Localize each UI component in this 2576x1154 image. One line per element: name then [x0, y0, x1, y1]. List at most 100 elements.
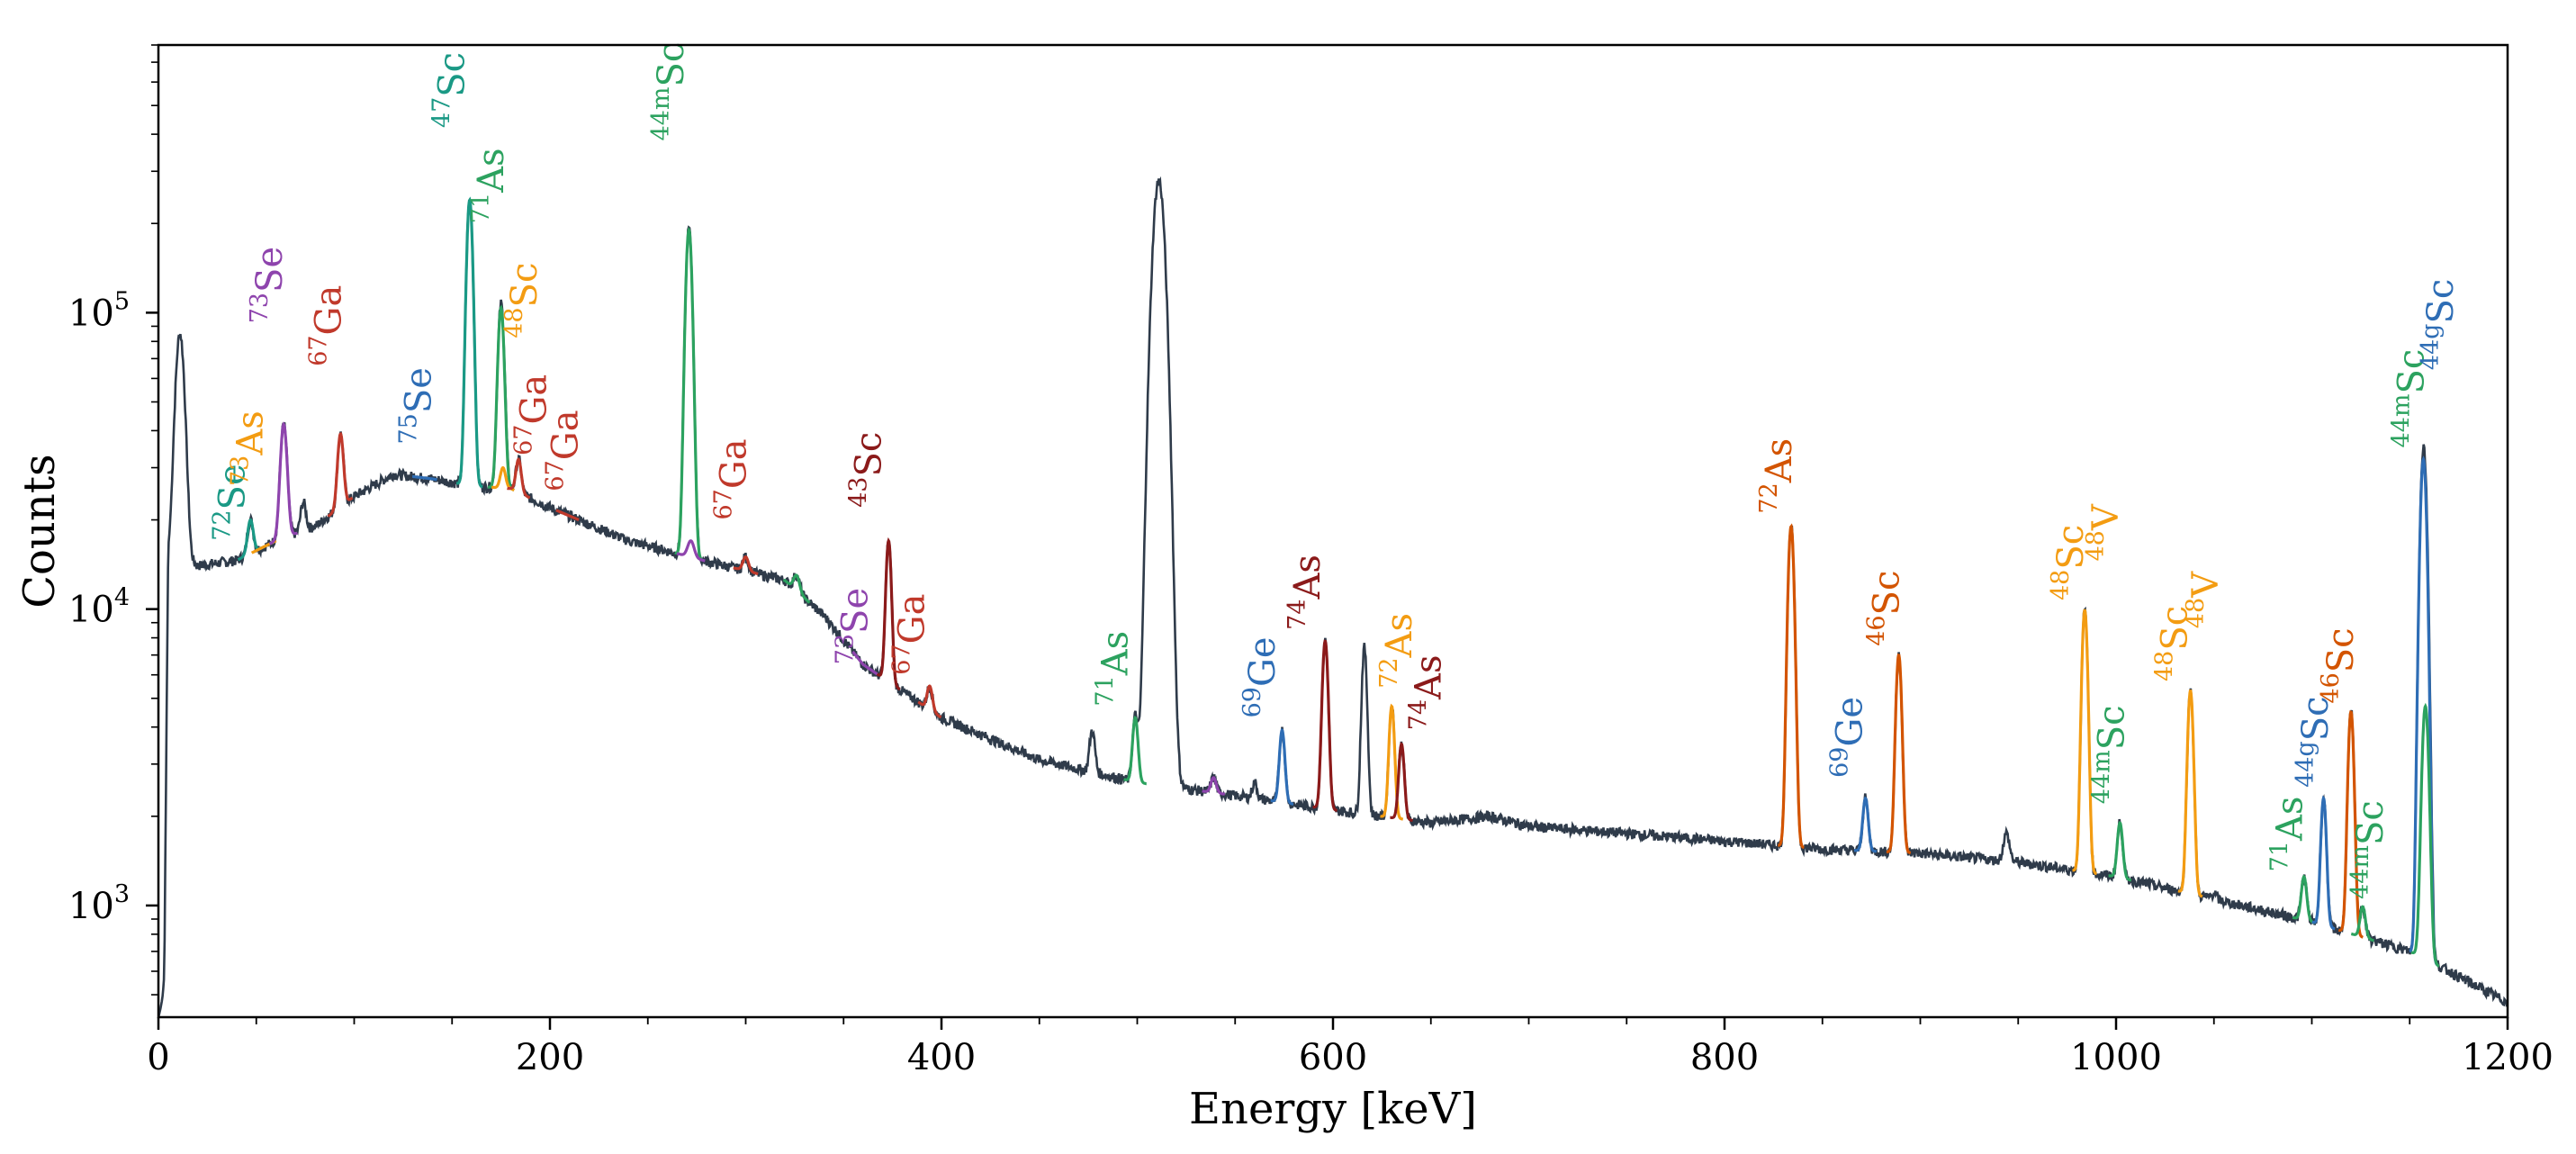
fit-peak-35 — [2177, 690, 2203, 898]
isotope-label-2: 73Se — [246, 247, 291, 323]
svg-text:44mSc: 44mSc — [647, 42, 692, 141]
isotope-label-31: 44mSc — [2346, 800, 2391, 899]
fit-peak-22 — [1202, 776, 1226, 796]
fit-peak-10 — [507, 457, 531, 500]
fit-peak-33 — [2072, 609, 2097, 876]
fit-peak-6 — [412, 474, 437, 482]
svg-text:73Se: 73Se — [246, 247, 291, 323]
svg-text:72As: 72As — [1755, 438, 1800, 514]
isotope-label-20: 72As — [1755, 438, 1800, 514]
svg-text:44gSc: 44gSc — [2292, 696, 2337, 787]
svg-text:48V: 48V — [2182, 571, 2227, 628]
x-tick-label-1000: 1000 — [2070, 1037, 2162, 1078]
isotope-label-1: 73As — [226, 410, 271, 486]
svg-text:67Ga: 67Ga — [887, 594, 932, 675]
svg-text:46Sc: 46Sc — [2317, 627, 2362, 703]
svg-text:48Sc: 48Sc — [2150, 606, 2195, 681]
svg-text:47Sc: 47Sc — [428, 52, 473, 128]
svg-text:44mSc: 44mSc — [2346, 800, 2391, 899]
isotope-label-11: 67Ga — [710, 438, 755, 519]
svg-text:74As: 74As — [1405, 655, 1450, 731]
isotope-label-16: 69Ge — [1238, 636, 1283, 717]
fit-peak-28 — [1390, 742, 1413, 823]
x-tick-label-1200: 1200 — [2462, 1037, 2553, 1078]
isotope-label-17: 74As — [1283, 554, 1329, 630]
isotope-label-14: 67Ga — [887, 594, 932, 675]
isotope-label-9: 67Ga — [542, 410, 587, 491]
fit-peak-7 — [456, 196, 483, 489]
svg-text:73Se: 73Se — [831, 588, 876, 664]
svg-text:72As: 72As — [1375, 613, 1420, 689]
fit-peak-42 — [2410, 702, 2440, 968]
fit-peak-16 — [851, 650, 878, 676]
svg-text:43Sc: 43Sc — [845, 432, 890, 508]
isotope-label-32: 44mSc — [2388, 349, 2433, 448]
isotope-label-10: 44mSc — [647, 42, 692, 141]
isotope-label-33: 44gSc — [2417, 279, 2462, 370]
isotope-label-6: 71As — [467, 148, 512, 223]
svg-text:67Ga: 67Ga — [542, 410, 587, 491]
fit-peak-13 — [676, 539, 706, 563]
isotope-label-22: 69Ge — [1825, 697, 1870, 778]
isotope-label-26: 48Sc — [2150, 606, 2195, 681]
svg-text:48Sc: 48Sc — [2047, 525, 2092, 600]
svg-text:74As: 74As — [1283, 554, 1329, 630]
fit-peak-15 — [782, 573, 811, 604]
isotope-label-0: 72Se — [209, 464, 254, 540]
fit-peak-12 — [674, 226, 704, 562]
isotope-label-13: 73Se — [831, 588, 876, 664]
fit-peak-34 — [2108, 820, 2132, 882]
x-tick-label-800: 800 — [1690, 1037, 1759, 1078]
svg-text:69Ge: 69Ge — [1238, 636, 1283, 717]
isotope-label-23: 48Sc — [2047, 525, 2092, 600]
fit-peak-25 — [1312, 639, 1338, 812]
svg-text:71As: 71As — [2266, 797, 2311, 872]
svg-text:69Ge: 69Ge — [1825, 697, 1870, 778]
isotope-label-28: 46Sc — [2317, 627, 2362, 703]
svg-text:67Ga: 67Ga — [710, 438, 755, 519]
fit-peak-38 — [2311, 795, 2336, 931]
isotope-label-29: 71As — [2266, 797, 2311, 872]
isotope-label-30: 44gSc — [2292, 696, 2337, 787]
isotope-label-15: 71As — [1092, 631, 1137, 707]
fit-peak-31 — [1886, 653, 1912, 855]
y-tick-label-1000: 103 — [68, 880, 130, 927]
svg-text:73As: 73As — [226, 410, 271, 486]
fit-peak-8 — [487, 304, 515, 491]
isotope-label-19: 74As — [1405, 655, 1450, 731]
svg-text:67Ga: 67Ga — [304, 285, 349, 366]
svg-text:48Sc: 48Sc — [500, 263, 545, 338]
fit-peak-14 — [733, 555, 759, 576]
fit-peak-11 — [555, 509, 580, 521]
fit-peak-40 — [2350, 905, 2374, 942]
y-axis-label: Counts — [14, 454, 65, 608]
isotope-label-18: 72As — [1375, 613, 1420, 689]
fit-peak-3 — [268, 421, 299, 545]
isotope-label-27: 48V — [2182, 571, 2227, 628]
svg-text:46Sc: 46Sc — [1863, 571, 1908, 646]
fit-peak-18 — [917, 684, 942, 719]
fit-peak-20 — [1123, 715, 1147, 786]
fit-peak-37 — [2292, 874, 2317, 924]
fit-peak-27 — [1380, 703, 1404, 821]
svg-text:44mSc: 44mSc — [2388, 349, 2433, 448]
isotope-label-21: 46Sc — [1863, 571, 1908, 646]
svg-text:44mSc: 44mSc — [2088, 705, 2133, 804]
fit-peak-17 — [876, 536, 901, 691]
y-tick-label-10000: 104 — [68, 584, 130, 631]
x-tick-label-0: 0 — [147, 1037, 169, 1078]
isotope-label-3: 67Ga — [304, 285, 349, 366]
svg-text:48V: 48V — [2082, 503, 2127, 561]
svg-text:75Se: 75Se — [394, 367, 439, 444]
svg-text:72Se: 72Se — [209, 464, 254, 540]
svg-text:67Ga: 67Ga — [510, 374, 555, 455]
isotope-label-4: 75Se — [394, 367, 439, 444]
fit-peak-29 — [1778, 523, 1805, 850]
isotope-label-24: 48V — [2082, 503, 2127, 561]
isotope-label-8: 67Ga — [510, 374, 555, 455]
isotope-label-25: 44mSc — [2088, 705, 2133, 804]
y-tick-label-100000: 105 — [68, 287, 130, 334]
x-tick-label-200: 200 — [516, 1037, 584, 1078]
x-tick-label-400: 400 — [907, 1037, 976, 1078]
